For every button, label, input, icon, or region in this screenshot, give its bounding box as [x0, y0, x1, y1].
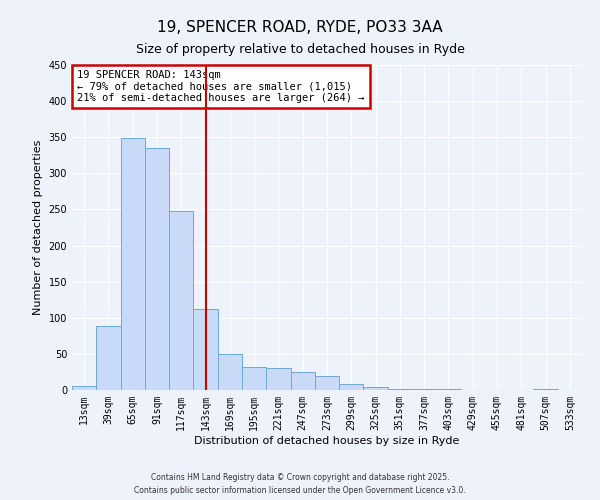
Bar — [96, 326, 121, 390]
Bar — [315, 376, 339, 390]
Bar — [242, 367, 266, 390]
Text: Size of property relative to detached houses in Ryde: Size of property relative to detached ho… — [136, 42, 464, 56]
Y-axis label: Number of detached properties: Number of detached properties — [33, 140, 43, 315]
Bar — [121, 138, 145, 390]
Text: Contains HM Land Registry data © Crown copyright and database right 2025.
Contai: Contains HM Land Registry data © Crown c… — [134, 474, 466, 495]
Bar — [412, 388, 436, 390]
Bar — [72, 386, 96, 390]
Bar — [193, 309, 218, 390]
Bar — [145, 148, 169, 390]
Bar — [290, 372, 315, 390]
Bar — [218, 354, 242, 390]
Bar — [364, 387, 388, 390]
X-axis label: Distribution of detached houses by size in Ryde: Distribution of detached houses by size … — [194, 436, 460, 446]
Text: 19 SPENCER ROAD: 143sqm
← 79% of detached houses are smaller (1,015)
21% of semi: 19 SPENCER ROAD: 143sqm ← 79% of detache… — [77, 70, 365, 103]
Text: 19, SPENCER ROAD, RYDE, PO33 3AA: 19, SPENCER ROAD, RYDE, PO33 3AA — [157, 20, 443, 35]
Bar — [339, 384, 364, 390]
Bar — [266, 368, 290, 390]
Bar — [169, 211, 193, 390]
